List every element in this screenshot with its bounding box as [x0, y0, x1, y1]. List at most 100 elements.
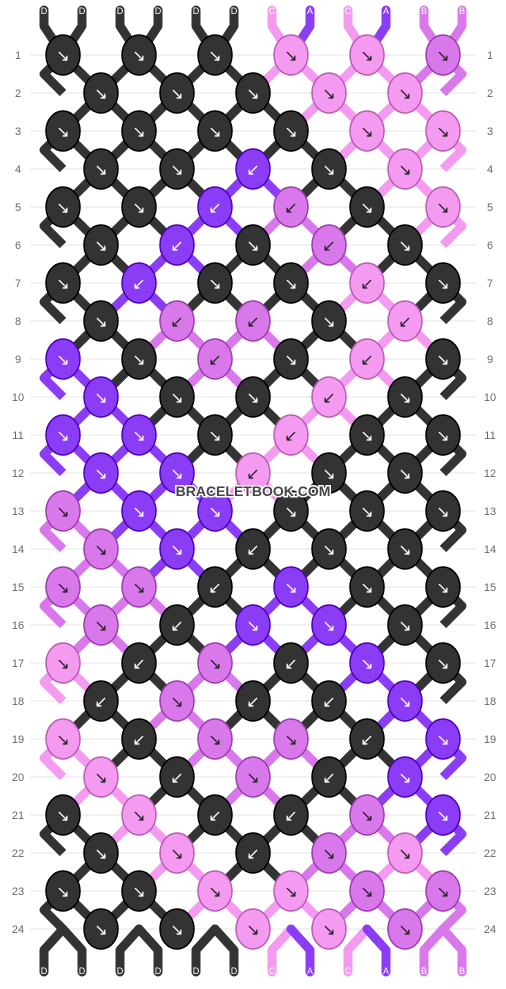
knot-direction-arrow: ↘ — [398, 922, 411, 939]
knot — [83, 452, 119, 494]
knot-direction-arrow: ↘ — [56, 200, 69, 217]
knot — [121, 34, 157, 76]
knot — [197, 186, 233, 228]
knot-direction-arrow: ↘ — [56, 276, 69, 293]
knot-direction-arrow: ↙ — [322, 238, 335, 255]
knot-direction-arrow: ↘ — [56, 656, 69, 673]
knot — [45, 34, 81, 76]
knot-direction-arrow: ↘ — [246, 238, 259, 255]
knot — [387, 604, 423, 646]
knot — [83, 528, 119, 570]
string-label-top: B — [421, 6, 427, 16]
knot-direction-arrow: ↘ — [436, 428, 449, 445]
knot-direction-arrow: ↙ — [360, 732, 373, 749]
knot — [45, 414, 81, 456]
knot-direction-arrow: ↘ — [132, 504, 145, 521]
knot-direction-arrow: ↘ — [56, 428, 69, 445]
knot-direction-arrow: ↘ — [398, 86, 411, 103]
string-bottom — [39, 924, 68, 977]
knot-direction-arrow: ↘ — [94, 922, 107, 939]
string-bottom — [134, 924, 163, 977]
knot — [197, 870, 233, 912]
knot-direction-arrow: ↘ — [94, 846, 107, 863]
knot — [235, 908, 271, 950]
row-number-right: 11 — [484, 430, 495, 442]
knot — [197, 338, 233, 380]
row-number-right: 5 — [487, 202, 493, 214]
knot — [349, 414, 385, 456]
knot-direction-arrow: ↙ — [208, 580, 221, 597]
row-number-left: 20 — [12, 772, 24, 784]
row-number-left: 19 — [12, 734, 24, 746]
row-number-left: 5 — [15, 202, 21, 214]
string-label-bottom: B — [459, 966, 465, 976]
row-number-right: 24 — [484, 924, 496, 936]
knot-direction-arrow: ↙ — [170, 238, 183, 255]
string-bottom — [115, 924, 144, 977]
knot — [387, 224, 423, 266]
string-label-bottom: C — [269, 966, 276, 976]
row-number-right: 13 — [484, 506, 496, 518]
knot-direction-arrow: ↘ — [170, 542, 183, 559]
row-number-right: 7 — [487, 278, 493, 290]
knot — [235, 604, 271, 646]
knot-direction-arrow: ↘ — [398, 390, 411, 407]
knot — [235, 376, 271, 418]
knot-direction-arrow: ↙ — [208, 352, 221, 369]
row-number-left: 4 — [15, 164, 21, 176]
string-bottom — [191, 924, 220, 977]
knot-direction-arrow: ↘ — [284, 884, 297, 901]
knot-direction-arrow: ↘ — [56, 884, 69, 901]
knot — [311, 452, 347, 494]
watermark: BRACELETBOOK.COM — [176, 483, 331, 499]
knot — [45, 870, 81, 912]
row-number-left: 23 — [12, 886, 24, 898]
knot — [159, 224, 195, 266]
knot — [273, 794, 309, 836]
knot — [311, 148, 347, 190]
string-label-top: A — [383, 6, 389, 16]
knot-direction-arrow: ↙ — [208, 808, 221, 825]
knot-direction-arrow: ↙ — [322, 390, 335, 407]
knot — [235, 832, 271, 874]
knot-direction-arrow: ↘ — [94, 390, 107, 407]
knot — [159, 300, 195, 342]
knot-direction-arrow: ↘ — [132, 428, 145, 445]
row-number-right: 15 — [484, 582, 496, 594]
knot-direction-arrow: ↙ — [132, 276, 145, 293]
knot — [121, 642, 157, 684]
knot — [235, 300, 271, 342]
knot — [197, 490, 233, 532]
knot-direction-arrow: ↘ — [132, 352, 145, 369]
knot-direction-arrow: ↘ — [56, 48, 69, 65]
knot-direction-arrow: ↘ — [56, 124, 69, 141]
knot-direction-arrow: ↘ — [360, 656, 373, 673]
row-number-left: 1 — [15, 50, 21, 62]
string-label-bottom: C — [345, 966, 352, 976]
knot — [121, 566, 157, 608]
row-number-left: 24 — [12, 924, 24, 936]
row-number-left: 15 — [12, 582, 24, 594]
row-number-right: 4 — [487, 164, 493, 176]
knot-direction-arrow: ↘ — [94, 618, 107, 635]
knot — [273, 262, 309, 304]
knot — [311, 224, 347, 266]
string-bottom — [343, 924, 372, 977]
knot — [83, 72, 119, 114]
knot-direction-arrow: ↘ — [322, 846, 335, 863]
knot-direction-arrow: ↘ — [170, 162, 183, 179]
knot — [159, 604, 195, 646]
knot — [235, 148, 271, 190]
knot — [425, 566, 461, 608]
knot-direction-arrow: ↘ — [284, 580, 297, 597]
knot-direction-arrow: ↘ — [436, 656, 449, 673]
knot — [425, 110, 461, 152]
knot-direction-arrow: ↘ — [208, 124, 221, 141]
knot-direction-arrow: ↘ — [436, 580, 449, 597]
knot-direction-arrow: ↘ — [208, 884, 221, 901]
string-label-bottom: A — [383, 966, 389, 976]
knot-direction-arrow: ↘ — [208, 656, 221, 673]
knot — [387, 756, 423, 798]
knot-direction-arrow: ↘ — [170, 86, 183, 103]
